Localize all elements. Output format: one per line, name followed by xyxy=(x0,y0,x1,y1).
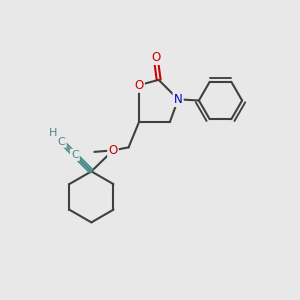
Text: O: O xyxy=(108,144,118,157)
Text: O: O xyxy=(151,51,160,64)
Text: O: O xyxy=(134,79,144,92)
Text: C: C xyxy=(71,150,79,160)
Text: N: N xyxy=(174,93,182,106)
Text: C: C xyxy=(58,137,65,147)
Text: H: H xyxy=(48,128,57,138)
